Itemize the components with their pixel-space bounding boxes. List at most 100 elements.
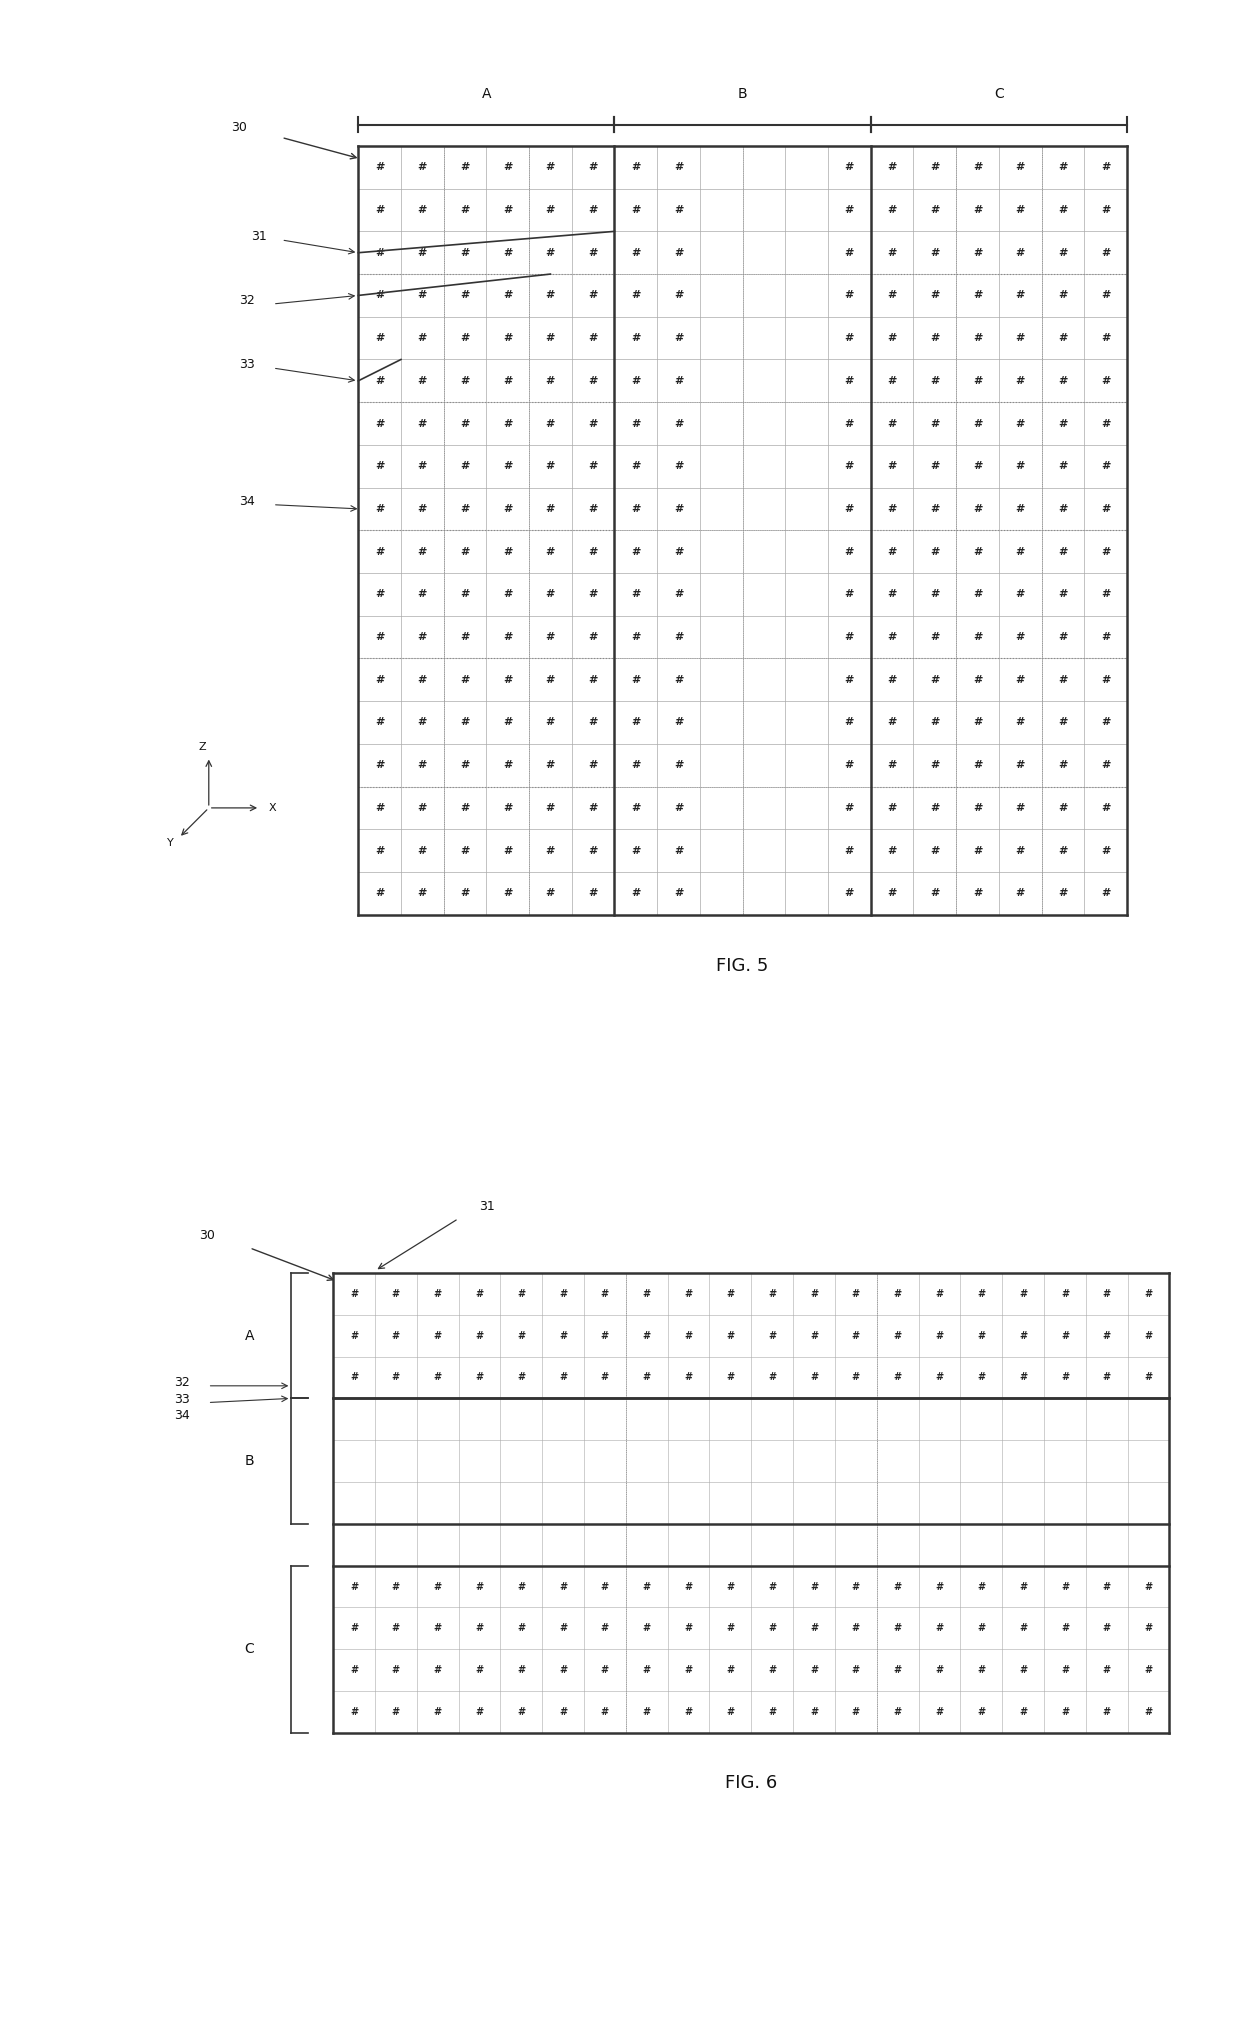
Text: #: # <box>546 418 556 428</box>
Text: #: # <box>631 206 641 216</box>
Text: #: # <box>684 1290 693 1300</box>
Text: #: # <box>1101 206 1110 216</box>
Text: #: # <box>1145 1372 1153 1382</box>
Text: #: # <box>1101 504 1110 515</box>
Text: #: # <box>673 206 683 216</box>
Text: #: # <box>1058 418 1068 428</box>
Text: #: # <box>418 674 427 684</box>
Text: #: # <box>1019 1707 1027 1717</box>
Text: C: C <box>994 87 1003 101</box>
Text: #: # <box>631 375 641 385</box>
Text: #: # <box>727 1372 734 1382</box>
Text: #: # <box>418 504 427 515</box>
Text: #: # <box>374 333 384 343</box>
Text: #: # <box>1061 1707 1069 1717</box>
Text: #: # <box>930 291 940 301</box>
Text: #: # <box>973 375 982 385</box>
Text: #: # <box>503 718 512 728</box>
Text: #: # <box>1145 1665 1153 1675</box>
Text: #: # <box>589 589 598 599</box>
Text: #: # <box>673 632 683 642</box>
Text: #: # <box>546 888 556 898</box>
Text: #: # <box>1016 375 1025 385</box>
Text: #: # <box>392 1290 399 1300</box>
Text: #: # <box>392 1622 399 1633</box>
Text: #: # <box>559 1290 567 1300</box>
Text: #: # <box>1145 1290 1153 1300</box>
Text: #: # <box>631 761 641 771</box>
Text: #: # <box>392 1665 399 1675</box>
Text: #: # <box>503 547 512 557</box>
Text: #: # <box>935 1290 944 1300</box>
Text: #: # <box>374 718 384 728</box>
Text: #: # <box>810 1330 818 1340</box>
Text: #: # <box>460 888 470 898</box>
Text: #: # <box>374 888 384 898</box>
Text: #: # <box>935 1622 944 1633</box>
Text: #: # <box>894 1372 901 1382</box>
Text: #: # <box>1058 718 1068 728</box>
Text: #: # <box>475 1622 484 1633</box>
Text: 33: 33 <box>174 1392 190 1407</box>
Text: #: # <box>546 161 556 172</box>
Text: #: # <box>673 674 683 684</box>
Text: #: # <box>673 718 683 728</box>
Text: #: # <box>1019 1330 1027 1340</box>
Text: #: # <box>844 206 854 216</box>
Text: #: # <box>1016 504 1025 515</box>
Text: #: # <box>503 248 512 258</box>
Text: #: # <box>977 1290 986 1300</box>
Text: #: # <box>350 1290 358 1300</box>
Text: 34: 34 <box>174 1409 190 1423</box>
Text: #: # <box>844 418 854 428</box>
Text: #: # <box>888 846 897 856</box>
Text: #: # <box>930 161 940 172</box>
Bar <box>358 145 1127 914</box>
Text: #: # <box>810 1707 818 1717</box>
Text: #: # <box>517 1290 526 1300</box>
Text: #: # <box>673 761 683 771</box>
Text: #: # <box>1101 674 1110 684</box>
Text: #: # <box>1101 248 1110 258</box>
Text: B: B <box>738 87 748 101</box>
Text: #: # <box>1016 589 1025 599</box>
Text: #: # <box>631 888 641 898</box>
Text: #: # <box>642 1707 651 1717</box>
Text: #: # <box>973 462 982 472</box>
Text: #: # <box>418 718 427 728</box>
Text: #: # <box>631 589 641 599</box>
Text: #: # <box>374 547 384 557</box>
Text: #: # <box>503 504 512 515</box>
Text: #: # <box>601 1582 609 1592</box>
Text: #: # <box>1102 1290 1111 1300</box>
Text: #: # <box>1058 333 1068 343</box>
Text: 33: 33 <box>238 357 254 371</box>
Text: #: # <box>1016 161 1025 172</box>
Text: #: # <box>392 1372 399 1382</box>
Text: #: # <box>631 674 641 684</box>
Text: #: # <box>631 846 641 856</box>
Text: #: # <box>888 803 897 813</box>
Text: #: # <box>418 375 427 385</box>
Text: #: # <box>374 161 384 172</box>
Text: #: # <box>1058 674 1068 684</box>
Text: #: # <box>930 418 940 428</box>
Text: #: # <box>374 761 384 771</box>
Text: #: # <box>418 761 427 771</box>
Text: #: # <box>810 1372 818 1382</box>
Text: #: # <box>546 206 556 216</box>
Text: #: # <box>374 589 384 599</box>
Text: #: # <box>434 1330 441 1340</box>
Text: #: # <box>935 1707 944 1717</box>
Text: #: # <box>503 375 512 385</box>
Text: #: # <box>894 1582 901 1592</box>
Text: #: # <box>852 1622 859 1633</box>
Text: C: C <box>244 1643 254 1657</box>
Text: #: # <box>973 846 982 856</box>
Text: #: # <box>350 1622 358 1633</box>
Text: #: # <box>973 504 982 515</box>
Text: #: # <box>559 1582 567 1592</box>
Text: #: # <box>844 504 854 515</box>
Text: #: # <box>930 888 940 898</box>
Text: #: # <box>1016 418 1025 428</box>
